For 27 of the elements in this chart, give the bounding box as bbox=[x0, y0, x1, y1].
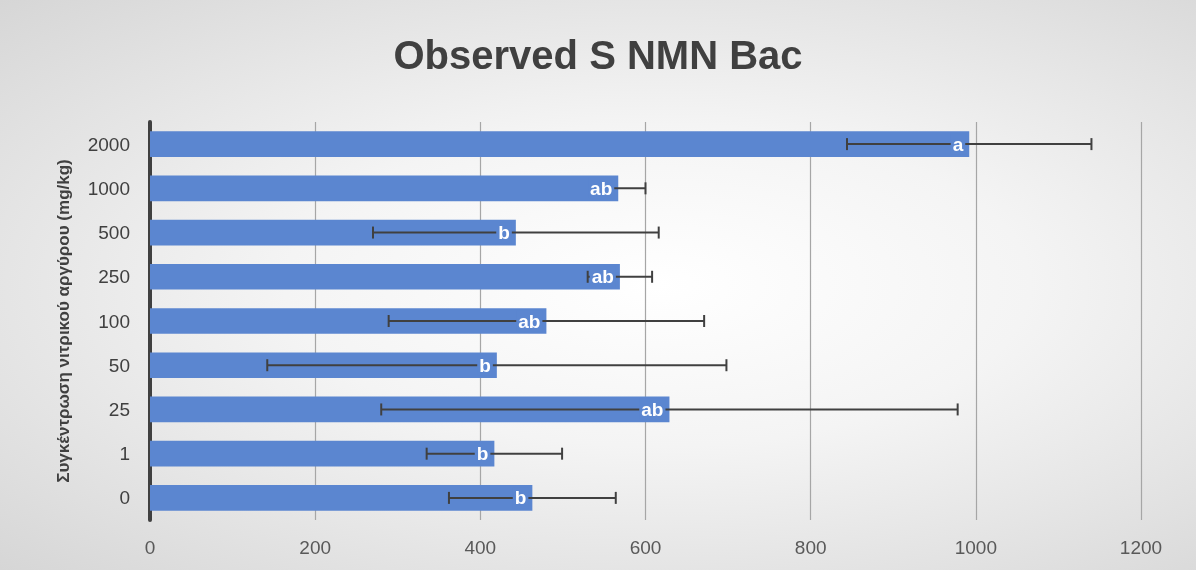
y-axis-title: Συγκέντρωση νιτρικού αργύρου (mg/kg) bbox=[54, 159, 73, 483]
y-tick-label: 500 bbox=[98, 222, 130, 244]
y-tick-label: 2000 bbox=[87, 133, 130, 155]
x-tick-label: 0 bbox=[144, 537, 156, 558]
y-tick-label: 50 bbox=[108, 354, 130, 376]
chart-title: Observed S NMN Bac bbox=[393, 33, 803, 77]
annotation: ab bbox=[590, 177, 613, 199]
annotation: b bbox=[498, 222, 510, 244]
annotation: ab bbox=[641, 398, 664, 420]
x-tick-label: 1200 bbox=[1119, 537, 1163, 558]
annotation: b bbox=[476, 443, 489, 465]
annotation: ab bbox=[591, 266, 614, 288]
y-tick-label: 25 bbox=[108, 398, 130, 420]
y-tick-label: 0 bbox=[119, 487, 130, 509]
annotation: a bbox=[952, 133, 964, 155]
annotation: ab bbox=[518, 310, 541, 332]
annotation: b bbox=[479, 354, 491, 376]
x-tick-label: 200 bbox=[299, 537, 332, 558]
x-tick-label: 400 bbox=[464, 537, 497, 558]
x-tick-label: 800 bbox=[794, 537, 827, 558]
x-tick-label: 1000 bbox=[954, 537, 997, 558]
y-tick-label: 250 bbox=[98, 266, 130, 288]
y-tick-label: 1000 bbox=[87, 177, 130, 199]
x-tick-label: 600 bbox=[629, 537, 662, 558]
y-tick-label: 1 bbox=[119, 443, 130, 465]
y-tick-label: 100 bbox=[98, 310, 130, 332]
annotation: b bbox=[514, 487, 527, 509]
